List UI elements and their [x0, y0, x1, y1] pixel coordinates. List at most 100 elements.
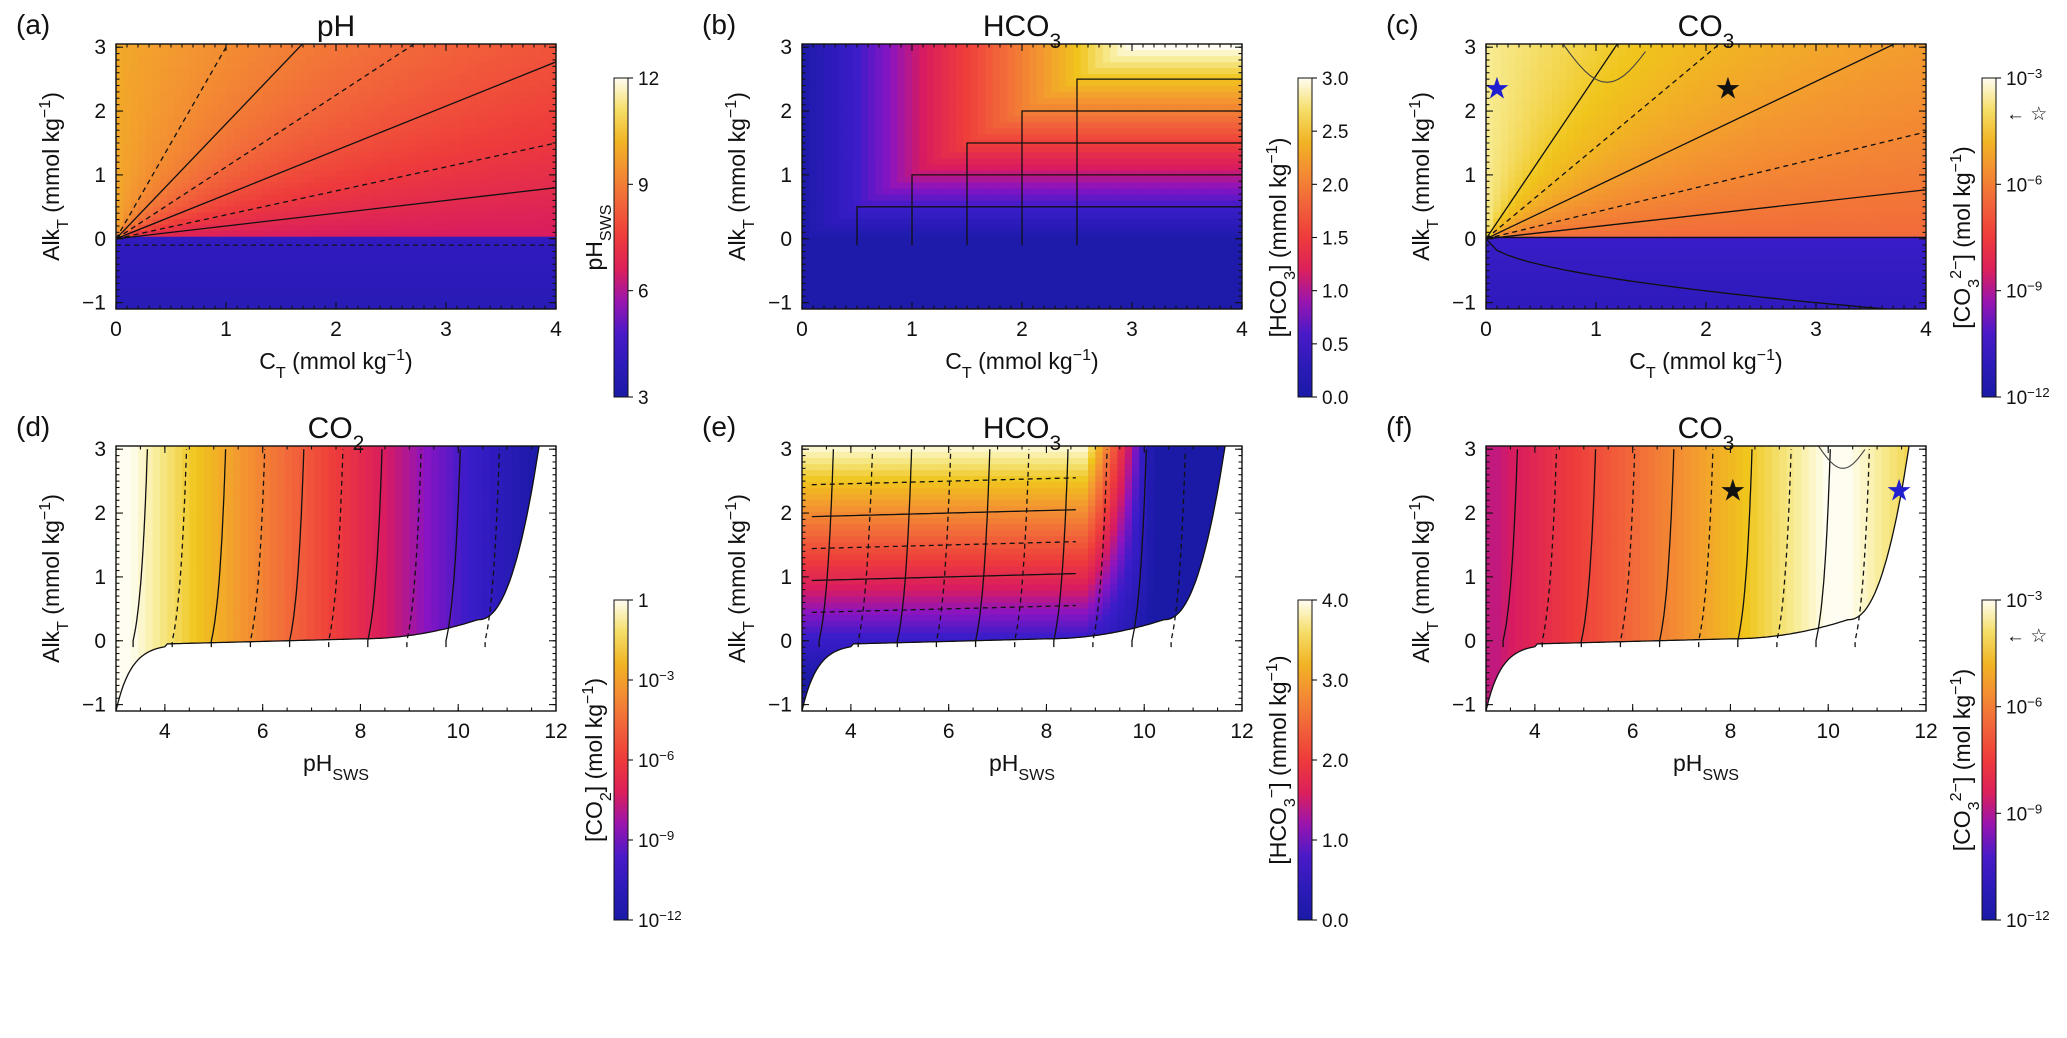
colorbar-tick-label: 6 [638, 282, 649, 303]
y-tick-label: 2 [780, 100, 792, 123]
x-tick-label: 4 [845, 720, 857, 743]
contour-line [1486, 44, 1619, 240]
colorbar-tick-label: 10−6 [2006, 172, 2042, 197]
x-tick-label: 2 [1016, 318, 1028, 341]
contour-line [811, 509, 1076, 518]
contour-line [1486, 189, 1926, 240]
contour-line [1486, 44, 1896, 240]
x-tick-label: 1 [220, 318, 232, 341]
panel-label: (d) [16, 411, 50, 442]
colorbar-tick-label: 4.0 [1322, 591, 1348, 612]
x-tick-label: 4 [1236, 318, 1248, 341]
contour-line [811, 541, 1076, 550]
heatmap-area [116, 44, 556, 309]
x-tick-label: 0 [1480, 318, 1492, 341]
contour-line [116, 61, 556, 240]
x-tick-label: 6 [257, 720, 269, 743]
colorbar: 3 6 9 12 pHSWS [581, 69, 659, 409]
heatmap-area [802, 446, 1242, 711]
colorbar-label: [CO32−] (mol kg−1) [1947, 146, 1983, 328]
panel-label: (f) [1386, 411, 1412, 442]
y-tick-label: 3 [94, 36, 106, 59]
panel-title: CO3 [1678, 412, 1735, 455]
colorbar-label: [CO2] (mol kg−1) [579, 678, 615, 842]
contour-line [1131, 449, 1147, 648]
y-axis-label: AlkT (mmol kg−1) [36, 494, 72, 663]
contour-line [1619, 449, 1636, 648]
contour-line [1053, 449, 1069, 648]
colorbar-tick-label: 3.0 [1322, 671, 1348, 692]
colorbar-tick-label: 12 [638, 69, 659, 90]
colorbar-tick-label: 2.5 [1322, 122, 1348, 143]
contour-line [288, 449, 305, 648]
contour-line [328, 449, 344, 648]
x-tick-label: 10 [1817, 720, 1840, 743]
y-tick-label: 2 [780, 502, 792, 525]
x-tick-label: 4 [1529, 720, 1541, 743]
boundary-line [116, 446, 540, 711]
colorbar-tick-label: 10−6 [2006, 694, 2042, 719]
blue-star-marker: ★ [1886, 475, 1913, 508]
y-axis-label: AlkT (mmol kg−1) [36, 92, 72, 261]
x-tick-label: 4 [159, 720, 171, 743]
contour-line [1658, 449, 1675, 648]
panel-label: (c) [1386, 9, 1419, 40]
colorbar-tick-label: 3 [638, 388, 649, 409]
contour-line [1170, 449, 1187, 648]
x-axis-label: pHSWS [1673, 750, 1739, 784]
y-tick-label: 2 [94, 100, 106, 123]
blue-star-marker: ★ [1484, 73, 1511, 106]
panel-title: CO2 [308, 412, 365, 455]
contour-line [1541, 449, 1558, 648]
heatmap-area [1486, 446, 1926, 711]
contour-line [171, 449, 188, 648]
x-tick-label: 3 [1126, 318, 1138, 341]
contour-line [116, 187, 556, 240]
x-tick-label: 4 [1920, 318, 1932, 341]
y-tick-label: 0 [780, 630, 792, 653]
contour-line [249, 449, 266, 648]
y-tick-label: 2 [94, 502, 106, 525]
panel-title: pH [317, 10, 355, 43]
panel-title: CO3 [1678, 10, 1735, 53]
contour-line [1562, 44, 1646, 83]
x-tick-label: 1 [906, 318, 918, 341]
contour-line [1014, 449, 1030, 648]
x-axis-label: CT (mmol kg−1) [945, 346, 1098, 382]
boundary-line [802, 446, 1226, 711]
y-axis-label: AlkT (mmol kg−1) [722, 494, 758, 663]
black-star-marker: ★ [1715, 73, 1742, 106]
y-tick-label: 1 [1464, 164, 1476, 187]
contour-line [1092, 449, 1108, 648]
y-tick-label: 2 [1464, 100, 1476, 123]
black-star-marker: ★ [1719, 475, 1746, 508]
heatmap-area [116, 446, 556, 711]
y-axis-label: AlkT (mmol kg−1) [1406, 92, 1442, 261]
colorbar-star-marker: ← ☆ [2006, 104, 2047, 125]
contour-line [1021, 110, 1242, 246]
y-tick-label: 0 [1464, 630, 1476, 653]
contour-line [811, 572, 1076, 582]
contour-line [1854, 449, 1871, 648]
y-tick-label: 3 [1464, 438, 1476, 461]
x-tick-label: 6 [943, 720, 955, 743]
y-axis-label: AlkT (mmol kg−1) [722, 92, 758, 261]
colorbar-tick-label: 10−12 [2006, 385, 2050, 410]
contour-line [210, 449, 227, 648]
colorbar-tick-label: 10−12 [638, 908, 682, 933]
x-tick-label: 1 [1590, 318, 1602, 341]
colorbar-tick-label: 10−6 [638, 748, 674, 773]
y-tick-label: 3 [780, 438, 792, 461]
colorbar-tick-label: 1.5 [1322, 229, 1348, 250]
contour-line [406, 449, 422, 648]
colorbar-star-marker: ← ☆ [2006, 626, 2047, 647]
colorbar-tick-label: 1.0 [1322, 282, 1348, 303]
contour-line [1486, 238, 1893, 309]
y-tick-label: 1 [94, 164, 106, 187]
colorbar: 10−12 10−9 10−6 10−3 [CO32−] (mol kg−1) ← ☆ [1947, 66, 2050, 410]
colorbar-tick-label: 10−3 [638, 668, 674, 693]
y-tick-label: 0 [780, 228, 792, 251]
